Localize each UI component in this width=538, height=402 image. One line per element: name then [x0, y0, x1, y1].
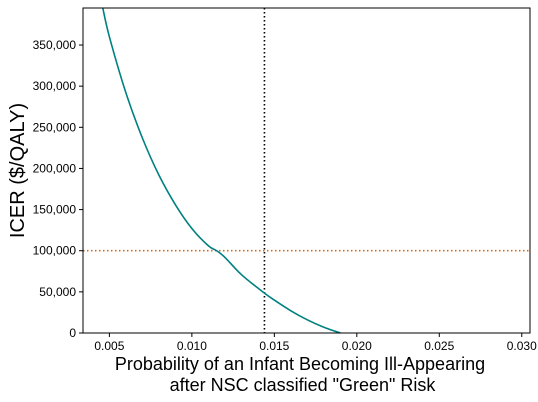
y-tick-label: 50,000	[39, 285, 76, 299]
icer-series-line	[102, 7, 341, 334]
reference-lines	[83, 8, 530, 333]
x-tick-label: 0.020	[342, 339, 372, 353]
x-axis-title-line-2: after NSC classified "Green" Risk	[170, 375, 437, 395]
y-tick-label: 150,000	[33, 203, 77, 217]
x-tick-label: 0.030	[507, 339, 537, 353]
x-axis-title-line-1: Probability of an Infant Becoming Ill-Ap…	[115, 354, 485, 374]
x-tick-label: 0.005	[94, 339, 124, 353]
y-axis-title: ICER ($/QALY)	[7, 103, 29, 238]
y-tick-label: 350,000	[33, 38, 77, 52]
y-tick-label: 250,000	[33, 120, 77, 134]
x-axis-title: Probability of an Infant Becoming Ill-Ap…	[115, 354, 490, 395]
plot-frame	[82, 7, 531, 334]
x-tick-label: 0.015	[259, 339, 289, 353]
x-tick-label: 0.025	[424, 339, 454, 353]
x-tick-label: 0.010	[177, 339, 207, 353]
series-layer	[102, 7, 341, 334]
y-tick-label: 0	[69, 326, 76, 340]
axis-ticks: 0.005 0.010 0.015 0.020 0.025 0.030 0 50,000 100…	[33, 38, 537, 353]
y-tick-label: 100,000	[33, 244, 77, 258]
y-tick-label: 200,000	[33, 161, 77, 175]
y-tick-label: 300,000	[33, 79, 77, 93]
